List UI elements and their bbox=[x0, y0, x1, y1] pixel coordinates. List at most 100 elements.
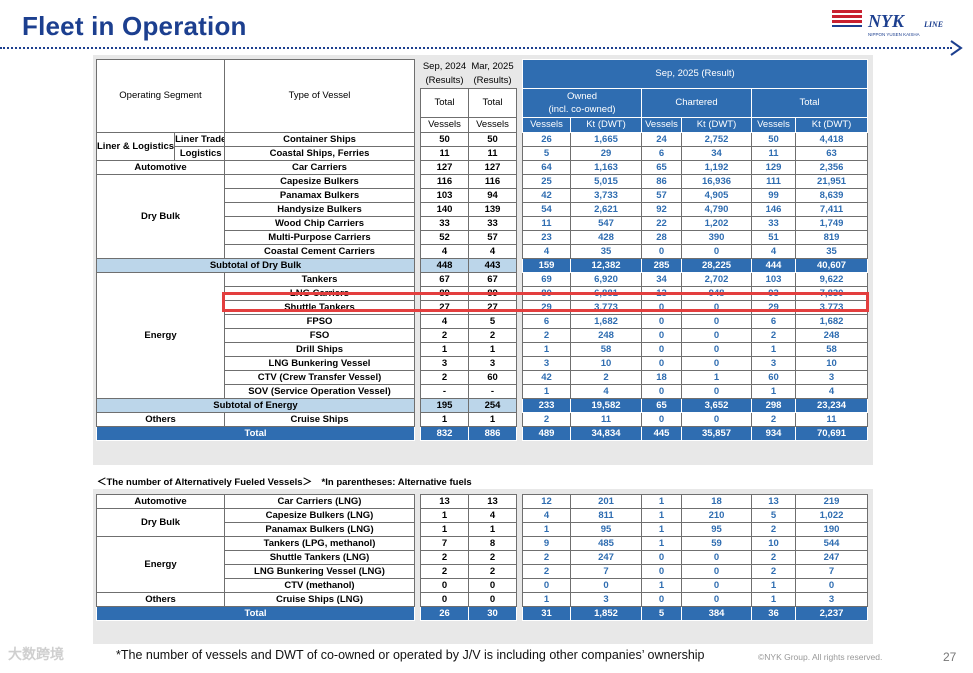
chartered-kt-dwt: 0 bbox=[681, 327, 752, 343]
mar-2025-vessels: 67 bbox=[468, 271, 517, 287]
segment-liner-trade: Liner Trade bbox=[175, 133, 225, 147]
chartered-kt-dwt: 0 bbox=[681, 355, 752, 371]
mar-2025-vessels: 1 bbox=[468, 341, 517, 357]
fleet-row: SOV (Service Operation Vessel) - -1 4 0 0 1 4 bbox=[97, 383, 869, 399]
owned-kt-dwt: 58 bbox=[570, 341, 642, 357]
owned-vessels: 4 bbox=[522, 243, 571, 259]
vessel-type: Panamax Bulkers (LNG) bbox=[224, 522, 415, 537]
owned-kt-dwt: 247 bbox=[570, 550, 642, 565]
owned-kt-dwt: 11 bbox=[570, 411, 642, 427]
mar-2025-vessels: 13 bbox=[468, 494, 517, 509]
chartered-kt-dwt: 0 bbox=[681, 550, 752, 565]
owned-vessels: 489 bbox=[522, 425, 571, 441]
nyk-logo: NYK LINE NIPPON YUSEN KAISHA bbox=[832, 10, 943, 37]
header-mar-2025: Mar, 2025 bbox=[468, 59, 517, 74]
mar-2025-vessels: 3 bbox=[468, 355, 517, 371]
vessel-type: CTV (methanol) bbox=[224, 578, 415, 593]
total-kt-dwt: 10 bbox=[794, 355, 869, 371]
chartered-vessels: 1 bbox=[641, 494, 682, 509]
fleet-row: Automotive Car Carriers 127 127 64 1,163 65 1,1… bbox=[96, 159, 869, 175]
vessel-type: Panamax Bulkers bbox=[224, 187, 415, 203]
owned-kt-dwt: 95 bbox=[570, 522, 642, 537]
owned-kt-dwt: 2,621 bbox=[570, 201, 642, 217]
owned-vessels: 2 bbox=[522, 550, 571, 565]
owned-kt-dwt: 5,015 bbox=[570, 173, 642, 189]
svg-text:NIPPON YUSEN KAISHA: NIPPON YUSEN KAISHA bbox=[868, 32, 920, 37]
chartered-vessels: 285 bbox=[641, 257, 682, 273]
chartered-vessels: 1 bbox=[641, 522, 682, 537]
alt-row: Panamax Bulkers (LNG) 1 1 1 95 1 95 2 190 bbox=[97, 522, 868, 537]
mar-2025-vessels: 2 bbox=[468, 550, 517, 565]
vessel-type: Container Ships bbox=[224, 131, 415, 147]
mar-2025-vessels: 127 bbox=[468, 159, 517, 175]
chartered-kt-dwt: 384 bbox=[681, 606, 752, 621]
vessel-type: Tankers (LPG, methanol) bbox=[224, 536, 415, 551]
total-kt-dwt: 190 bbox=[795, 522, 868, 537]
alt-row: Shuttle Tankers (LNG) 2 2 2 247 0 0 2 247 bbox=[97, 550, 868, 565]
mar-2025-vessels: 886 bbox=[468, 425, 517, 441]
owned-kt-dwt: 7 bbox=[570, 564, 642, 579]
total-vessels: 6 bbox=[751, 313, 796, 329]
owned-kt-dwt: 6,920 bbox=[570, 271, 642, 287]
fleet-row: FSO 2 2 2 248 0 0 2 248 bbox=[97, 327, 869, 343]
chartered-kt-dwt: 1,202 bbox=[681, 215, 752, 231]
total-vessels: 1 bbox=[751, 592, 796, 607]
mar-2025-vessels: 94 bbox=[468, 187, 517, 203]
total-kt-dwt: 819 bbox=[794, 229, 869, 245]
fleet-row: CTV (Crew Transfer Vessel) 2 60 42 2 18 1 60 3 bbox=[97, 369, 869, 385]
sep-2024-vessels: 2 bbox=[420, 564, 469, 579]
mar-2025-vessels: 1 bbox=[468, 522, 517, 537]
owned-vessels: 159 bbox=[522, 257, 571, 273]
vessel-type: Cruise Ships (LNG) bbox=[224, 592, 415, 607]
total-vessels: 51 bbox=[751, 229, 796, 245]
vessel-type: Capesize Bulkers bbox=[224, 173, 415, 189]
owned-kt-dwt: 29 bbox=[570, 145, 642, 161]
chartered-kt-dwt: 0 bbox=[681, 578, 752, 593]
mar-2025-vessels: 0 bbox=[468, 578, 517, 593]
chartered-vessels: 92 bbox=[641, 201, 682, 217]
header-vessels: Vessels bbox=[468, 116, 517, 133]
header-kt-dwt: Kt (DWT) bbox=[681, 116, 752, 133]
total-vessels: 2 bbox=[751, 411, 796, 427]
total-kt-dwt: 1,682 bbox=[794, 313, 869, 329]
total-vessels: 2 bbox=[751, 522, 796, 537]
sep-2024-vessels: 4 bbox=[420, 313, 469, 329]
total-kt-dwt: 1,022 bbox=[795, 508, 868, 523]
chartered-vessels: 34 bbox=[641, 271, 682, 287]
chartered-kt-dwt: 95 bbox=[681, 522, 752, 537]
chartered-vessels: 0 bbox=[641, 411, 682, 427]
owned-kt-dwt: 547 bbox=[570, 215, 642, 231]
owned-kt-dwt: 10 bbox=[570, 355, 642, 371]
mar-2025-vessels: 139 bbox=[468, 201, 517, 217]
total-vessels: 99 bbox=[751, 187, 796, 203]
total-vessels: 2 bbox=[751, 327, 796, 343]
header-kt-dwt: Kt (DWT) bbox=[794, 116, 869, 133]
total-kt-dwt: 3 bbox=[795, 592, 868, 607]
mar-2025-vessels: 57 bbox=[468, 229, 517, 245]
total-kt-dwt: 219 bbox=[795, 494, 868, 509]
chartered-kt-dwt: 0 bbox=[681, 341, 752, 357]
chartered-vessels: 0 bbox=[641, 313, 682, 329]
chartered-vessels: 28 bbox=[641, 229, 682, 245]
mar-2025-vessels: 5 bbox=[468, 313, 517, 329]
owned-vessels: 23 bbox=[522, 229, 571, 245]
header-results: (Results) bbox=[468, 73, 517, 88]
fleet-row: Energy Tankers 67 67 69 6,920 34 2,702 103 9,622 bbox=[96, 271, 869, 399]
mar-2025-vessels: 1 bbox=[468, 411, 517, 427]
sep-2024-vessels: 1 bbox=[420, 411, 469, 427]
chartered-vessels: 18 bbox=[641, 369, 682, 385]
header-vessels: Vessels bbox=[522, 116, 571, 133]
svg-text:NYK: NYK bbox=[867, 11, 906, 31]
fleet-row: Liner & Logistics Liner Trade Logistics Con… bbox=[96, 131, 869, 161]
chartered-kt-dwt: 0 bbox=[681, 592, 752, 607]
sep-2024-vessels: 11 bbox=[420, 145, 469, 161]
total-vessels: 298 bbox=[751, 397, 796, 413]
total-vessels: 111 bbox=[751, 173, 796, 189]
fleet-row: Subtotal of Energy 195 254 233 19,582 65 3,652… bbox=[96, 397, 869, 413]
owned-vessels: 1 bbox=[522, 341, 571, 357]
total-kt-dwt: 23,234 bbox=[794, 397, 869, 413]
total-kt-dwt: 247 bbox=[795, 550, 868, 565]
owned-vessels: 3 bbox=[522, 355, 571, 371]
header-type-of-vessel: Type of Vessel bbox=[224, 59, 415, 133]
total-kt-dwt: 7 bbox=[795, 564, 868, 579]
